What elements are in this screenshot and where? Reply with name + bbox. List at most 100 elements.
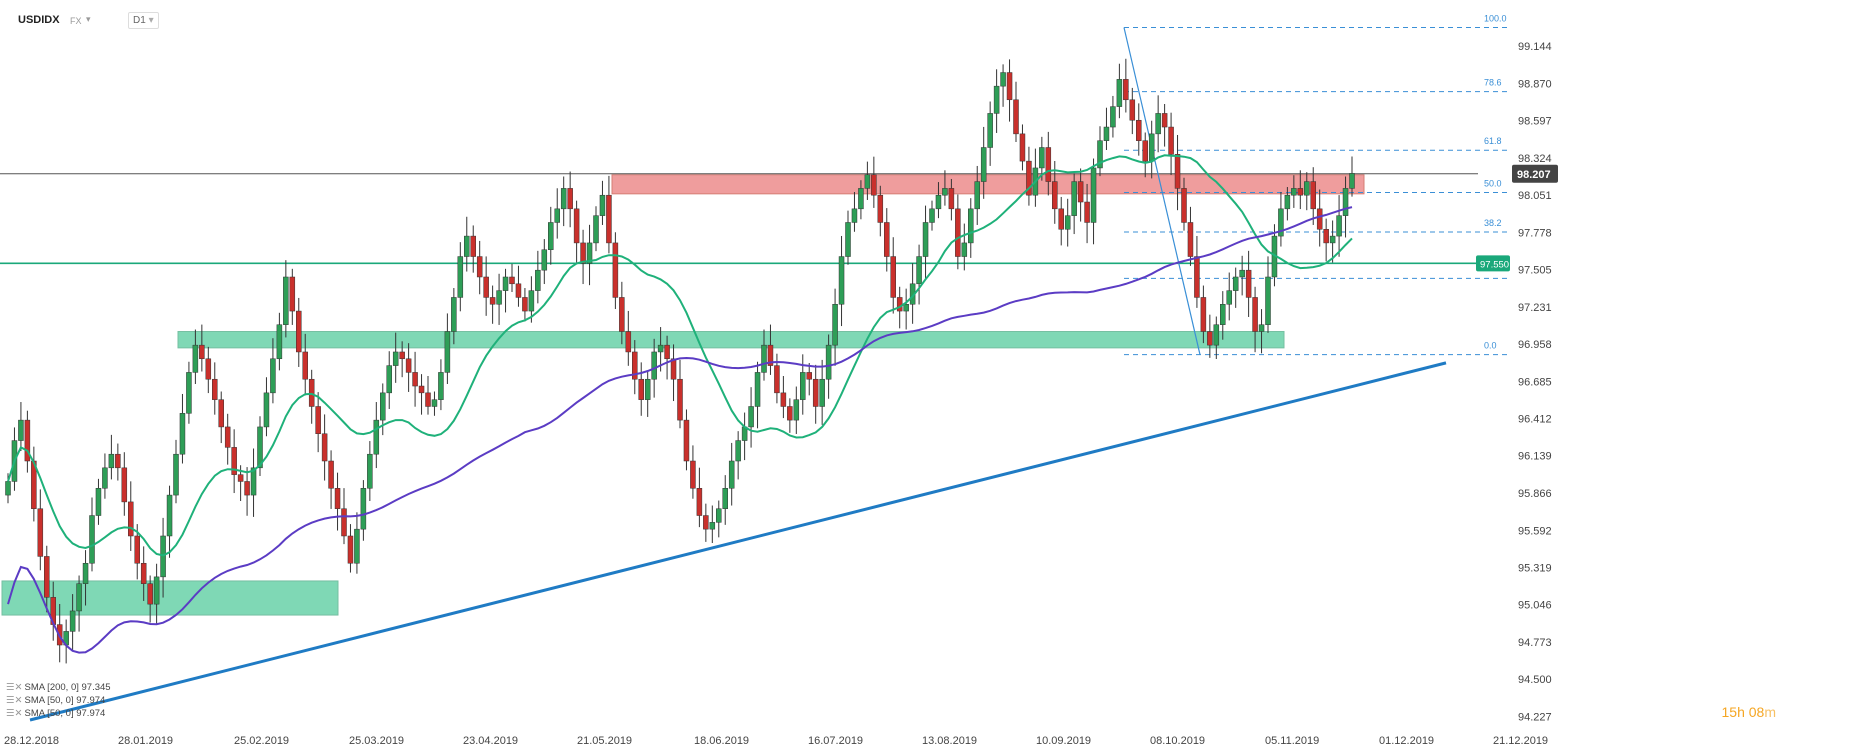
candle-body: [948, 188, 955, 210]
candle-body: [696, 488, 703, 516]
settings-icon[interactable]: ☰✕: [6, 682, 23, 693]
candle-body: [1291, 188, 1297, 196]
candle-body: [134, 535, 140, 564]
fib-level-label: 50.0: [1484, 178, 1502, 188]
candle-body: [935, 194, 942, 210]
candle-body: [916, 256, 922, 285]
candle-body: [418, 385, 425, 394]
timeframe-select[interactable]: D1 ▾: [128, 12, 159, 29]
level-tag: [1476, 255, 1510, 272]
candle-body: [1006, 72, 1013, 101]
settings-icon[interactable]: ☰✕: [6, 695, 23, 706]
candle-body: [683, 419, 690, 462]
x-tick-label: 21.12.2019: [1493, 735, 1548, 747]
candle-body: [1220, 304, 1226, 325]
symbol-label: USDIDX: [18, 14, 60, 26]
candle-body: [24, 419, 31, 462]
candle-body: [1071, 181, 1077, 216]
candle-body: [347, 535, 354, 564]
candle-body: [1168, 126, 1174, 155]
candle-body: [541, 249, 548, 271]
candle-body: [69, 610, 76, 632]
candle-body: [321, 433, 328, 462]
resistance-zone: [611, 174, 1365, 195]
candle-body: [1103, 126, 1110, 141]
candle-body: [767, 344, 774, 366]
sma-legend-200[interactable]: ☰✕ SMA [200, 0] 97.345: [6, 682, 111, 693]
candle-body: [5, 481, 11, 496]
candle-body: [464, 235, 470, 257]
candle-body: [1161, 113, 1168, 128]
candle-body: [955, 208, 961, 257]
y-tick-label: 97.505: [1518, 264, 1552, 276]
candle-body: [1064, 215, 1071, 230]
sma-legend-50-a[interactable]: ☰✕ SMA [50, 0] 97.974: [6, 695, 106, 706]
candle-body: [1052, 181, 1058, 210]
x-tick-label: 10.09.2019: [1036, 735, 1091, 747]
fib-level-label: 100.0: [1484, 14, 1507, 24]
candle-body: [567, 188, 573, 210]
level-value: 97.550: [1480, 259, 1509, 270]
y-tick-label: 94.773: [1518, 637, 1552, 649]
candle-body: [748, 406, 754, 428]
fib-level-label: 78.6: [1484, 78, 1502, 88]
candle-body: [961, 242, 968, 257]
candle-body: [392, 351, 399, 366]
candle-body: [115, 453, 121, 469]
candle-body: [980, 147, 987, 182]
candle-body: [224, 426, 231, 448]
x-tick-label: 16.07.2019: [808, 735, 863, 747]
candle-body: [890, 256, 896, 298]
candle-body: [1129, 99, 1136, 121]
candle-body: [1019, 133, 1026, 162]
chevron-down-icon[interactable]: ▾: [86, 14, 91, 24]
last-price-value: 98.207: [1517, 169, 1551, 181]
candle-body: [444, 331, 451, 373]
candle-body: [987, 113, 993, 148]
x-tick-label: 25.02.2019: [234, 735, 289, 747]
candle-body: [554, 208, 560, 223]
candle-body: [44, 556, 50, 598]
sma-200-line: [7, 206, 1353, 654]
candle-body: [825, 344, 832, 380]
candle-body: [399, 351, 405, 360]
candle-body: [451, 297, 457, 332]
y-tick-label: 98.597: [1518, 116, 1552, 128]
candle-body: [1148, 133, 1155, 162]
sma-50-line: [7, 154, 1353, 557]
candle-body: [212, 378, 218, 400]
candle-body: [1284, 194, 1291, 210]
candle-body: [619, 297, 625, 332]
candle-body: [373, 419, 380, 455]
candle-body: [677, 378, 683, 421]
candle-body: [270, 358, 276, 394]
candle-body: [82, 562, 89, 584]
x-tick-label: 23.04.2019: [463, 735, 518, 747]
x-tick-label: 21.05.2019: [577, 735, 632, 747]
candle-body: [580, 242, 586, 264]
moving-averages: [7, 154, 1353, 654]
candle-body: [1297, 188, 1304, 196]
candle-body: [1265, 276, 1271, 325]
time-axis: 28.12.2018 28.01.2019 25.02.2019 25.03.2019…: [4, 735, 1548, 747]
levels: 100.0 78.6 61.8 50.0 38.2 0.0 97.550: [0, 14, 1510, 722]
x-tick-label: 01.12.2019: [1379, 735, 1434, 747]
candle-body: [612, 242, 619, 298]
candle-body: [380, 392, 386, 421]
candle-body: [1252, 297, 1258, 332]
settings-icon[interactable]: ☰✕: [6, 708, 23, 719]
candle-body: [121, 467, 128, 503]
candle-body: [289, 276, 296, 312]
sma-legend-50-b[interactable]: ☰✕ SMA [50, 0] 97.974: [6, 708, 106, 719]
last-price-tag: [1512, 164, 1558, 183]
candle-body: [1232, 276, 1239, 291]
candle-body: [160, 535, 166, 578]
candle-body: [296, 310, 302, 353]
candle-body: [851, 208, 858, 223]
candle-body: [1039, 147, 1045, 169]
candle-body: [218, 399, 224, 428]
candle-body: [716, 508, 722, 523]
candle-body: [483, 276, 489, 298]
candle-body: [328, 460, 334, 489]
